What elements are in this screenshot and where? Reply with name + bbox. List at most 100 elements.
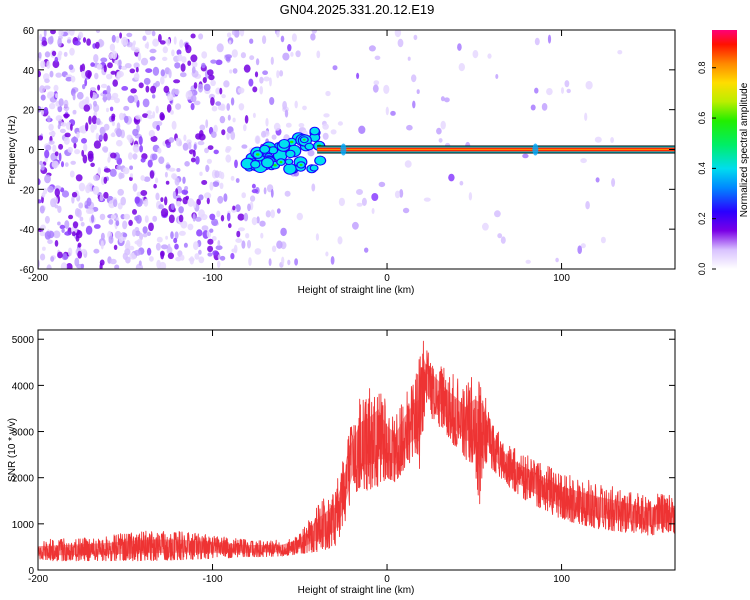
heatmap-cell	[178, 214, 184, 223]
heatmap-cell	[448, 173, 455, 182]
heatmap-cell	[284, 190, 291, 197]
heatmap-cell	[57, 123, 61, 130]
heatmap-cell	[541, 103, 548, 111]
heatmap-cell	[67, 146, 74, 153]
heatmap-cell	[39, 231, 46, 237]
heatmap-cell	[198, 33, 204, 40]
heatmap-cell	[185, 44, 192, 54]
heatmap-cell	[176, 138, 182, 147]
heatmap-cell	[71, 195, 75, 204]
heatmap-cell	[123, 213, 131, 220]
heatmap-cell	[63, 137, 70, 145]
colorbar-tick-label: 0.6	[697, 112, 707, 125]
heatmap-cell	[337, 121, 343, 126]
heatmap-cell	[199, 124, 206, 131]
heatmap-cell	[170, 231, 174, 240]
snr-series-layer	[38, 340, 675, 562]
heatmap-cell	[234, 159, 238, 169]
heatmap-cell	[135, 230, 141, 237]
heatmap-cell	[128, 219, 133, 226]
heatmap-cell	[244, 115, 249, 124]
heatmap-cell	[94, 123, 97, 130]
heatmap-cell	[160, 197, 164, 203]
heatmap-cell	[156, 236, 163, 243]
heatmap-cell	[90, 124, 95, 133]
heatmap-cell	[585, 201, 590, 210]
snr-density-band	[38, 357, 675, 556]
heatmap-cell	[93, 140, 101, 149]
heatmap-cell	[298, 123, 305, 128]
heatmap-cell	[106, 92, 112, 101]
heatmap-cell	[175, 256, 182, 262]
heatmap-cell	[111, 113, 116, 119]
heatmap-cell	[151, 153, 158, 161]
heatmap-cell	[399, 189, 404, 198]
heatmap-cell	[140, 158, 146, 163]
heatmap-cell	[594, 136, 602, 143]
heatmap-cell	[145, 85, 150, 93]
heatmap-cell	[294, 100, 298, 109]
heatmap-cell	[155, 80, 161, 87]
heatmap-cell	[204, 147, 209, 154]
heatmap-cell	[58, 143, 64, 150]
heatmap-cell	[64, 220, 70, 229]
heatmap-cell	[111, 132, 115, 138]
heatmap-cell	[70, 75, 76, 83]
heatmap-cell	[149, 48, 157, 54]
heatmap-cell	[81, 138, 87, 144]
heatmap-cell	[69, 170, 75, 178]
heatmap-cell	[232, 117, 236, 123]
heatmap-cell	[276, 240, 283, 249]
heatmap-cell	[140, 175, 145, 181]
snr-y-axis-label: SNR (10 * v/v)	[7, 418, 18, 482]
heatmap-cell	[270, 188, 274, 198]
heatmap-cell	[187, 223, 194, 231]
heatmap-cell	[47, 36, 54, 45]
heatmap-cell	[189, 256, 195, 265]
heatmap-cell	[444, 97, 450, 103]
heatmap-cell	[128, 245, 135, 251]
heatmap-cell	[77, 250, 83, 259]
heatmap-cell	[115, 220, 120, 227]
heatmap-cell	[166, 246, 173, 255]
heatmap-cell	[209, 228, 214, 233]
heatmap-cell	[145, 68, 153, 73]
heatmap-cell	[109, 168, 117, 177]
heatmap-cell	[191, 66, 196, 74]
heatmap-cell	[68, 64, 74, 70]
heatmap-cell	[135, 114, 141, 120]
heatmap-cell	[207, 145, 214, 151]
tone-line-center	[317, 148, 675, 151]
heatmap-cell	[356, 189, 363, 195]
heatmap-cell	[212, 181, 220, 188]
heatmap-cell	[129, 176, 133, 181]
heatmap-cell	[184, 161, 190, 167]
heatmap-cell	[282, 52, 290, 61]
heatmap-cell	[167, 93, 174, 101]
heatmap-cell	[115, 128, 123, 138]
heatmap-cell	[52, 60, 60, 69]
heatmap-cell	[152, 38, 160, 47]
heatmap-cell	[195, 216, 202, 222]
heatmap-cell	[162, 46, 168, 54]
heatmap-cell	[216, 43, 224, 53]
heatmap-cell	[59, 128, 66, 134]
heatmap-blob-core	[305, 143, 313, 150]
heatmap-cell	[368, 45, 376, 52]
heatmap-cell	[150, 135, 158, 142]
heatmap-cell	[40, 94, 46, 101]
heatmap-cell	[199, 171, 203, 176]
heatmap-cell	[111, 34, 116, 43]
heatmap-blob-core	[310, 127, 319, 135]
heatmap-cell	[411, 74, 417, 83]
heatmap-cell	[280, 227, 287, 237]
heatmap-cell	[100, 83, 108, 89]
heatmap-cell	[146, 231, 151, 236]
heatmap-cell	[93, 248, 100, 254]
heatmap-cell	[40, 253, 46, 261]
heatmap-cell	[199, 130, 204, 137]
heatmap-cell	[142, 113, 149, 118]
y-tick-label: 40	[23, 66, 35, 77]
heatmap-cell	[325, 251, 329, 257]
heatmap-cell	[178, 230, 186, 236]
